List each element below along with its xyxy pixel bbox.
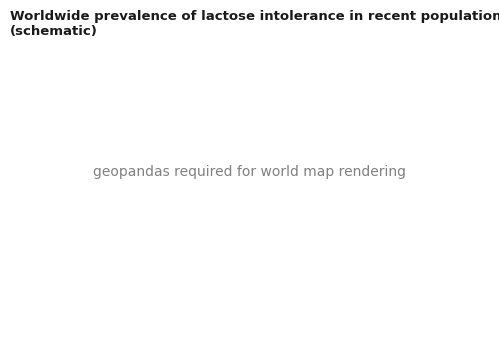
Text: geopandas required for world map rendering: geopandas required for world map renderi… xyxy=(93,165,406,179)
Text: Worldwide prevalence of lactose intolerance in recent populations
(schematic): Worldwide prevalence of lactose intolera… xyxy=(10,10,499,38)
